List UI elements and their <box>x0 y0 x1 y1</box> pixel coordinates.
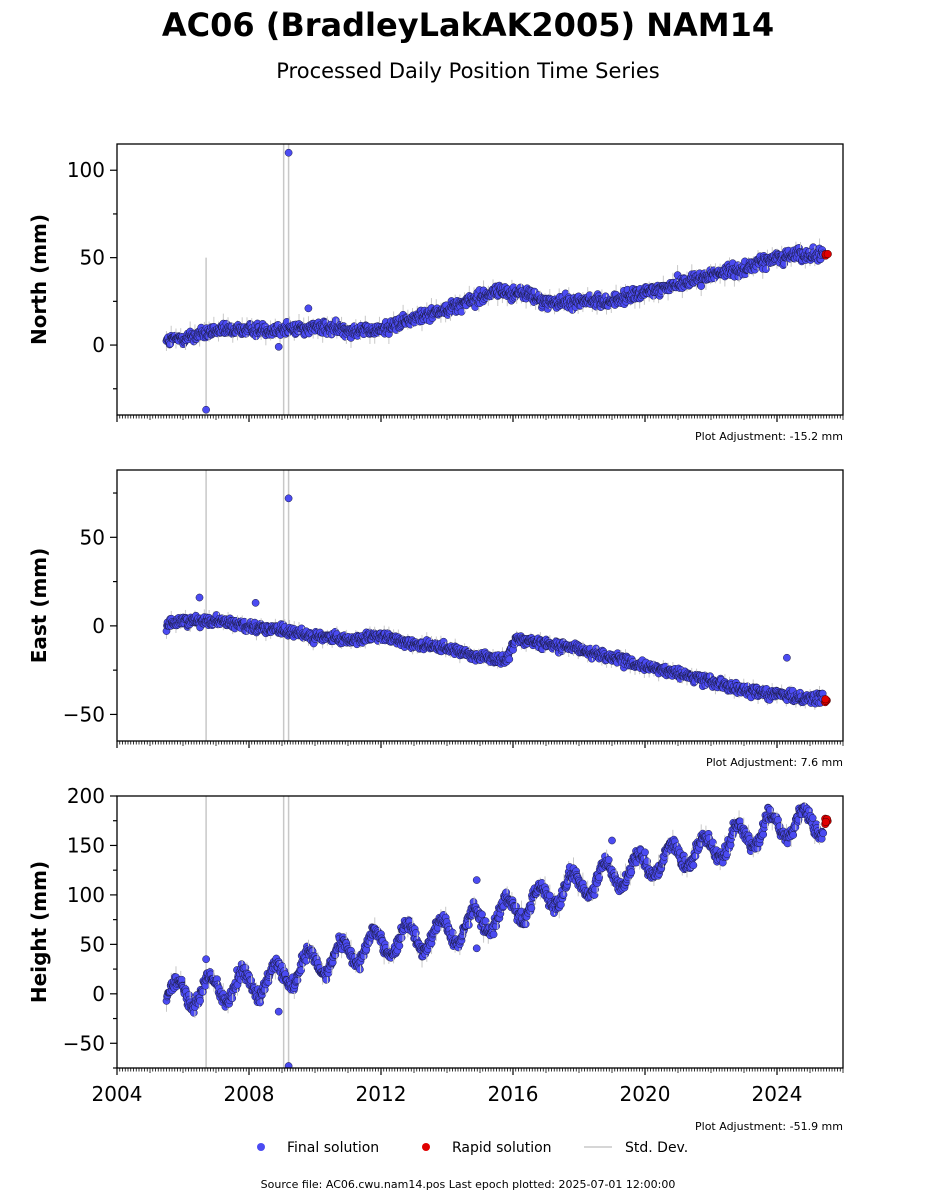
final-point <box>322 975 331 984</box>
final-point-outlier <box>251 598 260 607</box>
plot-adjustment-note: Plot Adjustment: -15.2 mm <box>695 430 843 443</box>
final-point <box>478 910 486 919</box>
figure-subtitle: Processed Daily Position Time Series <box>276 59 660 83</box>
final-point <box>697 282 706 290</box>
final-point <box>762 265 770 274</box>
plot-adjustment-note: Plot Adjustment: 7.6 mm <box>706 756 843 769</box>
panel-0: 0 50 100 North (mm) Plot Adjustment: -15.2 m… <box>27 143 844 443</box>
y-tick-label: −50 <box>63 1031 105 1055</box>
final-point-outlier <box>202 955 210 964</box>
panel-data-1 <box>162 470 831 741</box>
final-point <box>789 831 798 839</box>
final-point-outlier <box>472 944 481 953</box>
y-tick-label: −50 <box>63 702 105 726</box>
panel-frame <box>116 469 844 742</box>
final-point <box>464 921 473 929</box>
final-point <box>641 848 649 857</box>
y-tick-label: 150 <box>67 833 105 857</box>
final-point <box>819 829 828 838</box>
rapid-point <box>823 250 832 259</box>
panels: 0 50 100 North (mm) Plot Adjustment: -15.2 m… <box>27 143 844 1133</box>
final-point <box>627 868 636 877</box>
rapid-point <box>821 695 830 704</box>
y-tick-label: 0 <box>92 614 105 638</box>
final-point <box>256 998 264 1007</box>
final-point-outlier <box>284 494 293 503</box>
final-point <box>196 996 204 1005</box>
final-point <box>411 929 420 937</box>
final-point-outlier <box>195 593 204 602</box>
y-axis-label: East (mm) <box>27 548 51 664</box>
final-point <box>489 930 498 939</box>
y-tick-label: 200 <box>67 784 105 808</box>
y-tick-label: 100 <box>67 883 105 907</box>
final-point <box>774 815 782 824</box>
final-point <box>689 861 698 870</box>
y-tick-label: 100 <box>67 158 105 182</box>
panel-1: −50 0 50 East (mm) Plot Adjustment: 7.6 mm <box>27 469 844 769</box>
final-point-outlier <box>202 405 210 414</box>
final-point <box>604 855 613 864</box>
final-point-outlier <box>284 1062 293 1068</box>
final-point <box>559 890 568 899</box>
figure-title: AC06 (BradleyLakAK2005) NAM14 <box>162 6 774 44</box>
final-point <box>356 965 364 974</box>
final-point <box>395 941 404 950</box>
final-point <box>527 904 536 912</box>
final-point <box>297 966 305 975</box>
rapid-point <box>821 817 830 827</box>
final-point-outlier <box>783 653 791 662</box>
final-point <box>457 307 466 316</box>
final-point-outlier <box>472 876 481 884</box>
y-tick-label: 0 <box>92 333 105 357</box>
final-point <box>505 655 514 664</box>
final-point <box>759 830 768 839</box>
final-point <box>481 917 490 925</box>
y-tick-label: 0 <box>92 982 105 1006</box>
y-tick-label: 50 <box>80 246 105 270</box>
final-point <box>808 814 817 822</box>
panel-data-0 <box>162 144 832 415</box>
final-point-outlier <box>608 836 616 845</box>
final-point <box>557 900 565 909</box>
y-tick-label: 50 <box>80 932 105 956</box>
final-point <box>708 838 717 847</box>
y-tick-label: 50 <box>80 525 105 549</box>
final-point-outlier <box>274 1007 283 1016</box>
final-point-outlier <box>284 148 293 157</box>
final-point <box>397 933 406 942</box>
y-axis-label: North (mm) <box>27 214 51 345</box>
final-point-outlier <box>274 342 283 351</box>
final-point-outlier <box>304 304 313 313</box>
panel-data-2 <box>162 796 832 1068</box>
final-point <box>448 928 457 937</box>
